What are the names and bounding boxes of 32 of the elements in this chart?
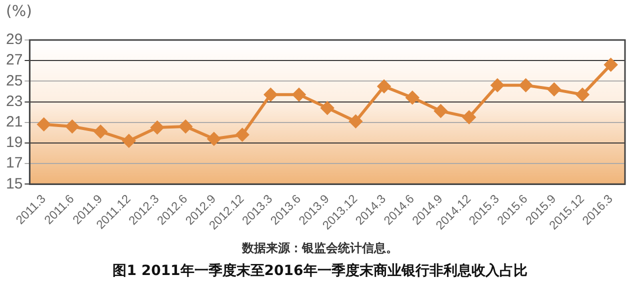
point	[94, 125, 108, 138]
point	[66, 120, 79, 133]
point	[548, 82, 561, 96]
point	[490, 78, 504, 92]
y-axis-title: (%)	[6, 2, 32, 20]
point	[236, 128, 249, 142]
y-tick-label: 29	[6, 31, 23, 48]
point	[462, 110, 476, 124]
y-tick-label: 23	[6, 92, 23, 110]
point	[207, 132, 220, 146]
y-tick-label: 27	[6, 52, 23, 69]
y-tick-label: 21	[6, 114, 23, 131]
source-note: 数据来源：银监会统计信息。	[240, 240, 399, 257]
point	[349, 114, 362, 128]
y-tick-label: 19	[6, 134, 23, 152]
point	[434, 104, 448, 118]
point	[264, 88, 278, 102]
point	[37, 118, 50, 131]
point	[150, 121, 164, 134]
point	[576, 88, 589, 102]
point	[179, 120, 192, 133]
point	[519, 78, 532, 92]
y-tick-label: 25	[6, 72, 23, 90]
y-tick-label: 15	[6, 175, 23, 192]
point	[320, 101, 334, 114]
y-tick-label: 17	[6, 154, 23, 172]
point	[292, 88, 306, 102]
point	[122, 134, 136, 148]
text: 图1 2011年一季度末至2016年一季度末商业银行非利息收入占比	[112, 262, 528, 280]
point	[378, 80, 391, 93]
point	[604, 58, 618, 72]
point	[406, 91, 419, 104]
